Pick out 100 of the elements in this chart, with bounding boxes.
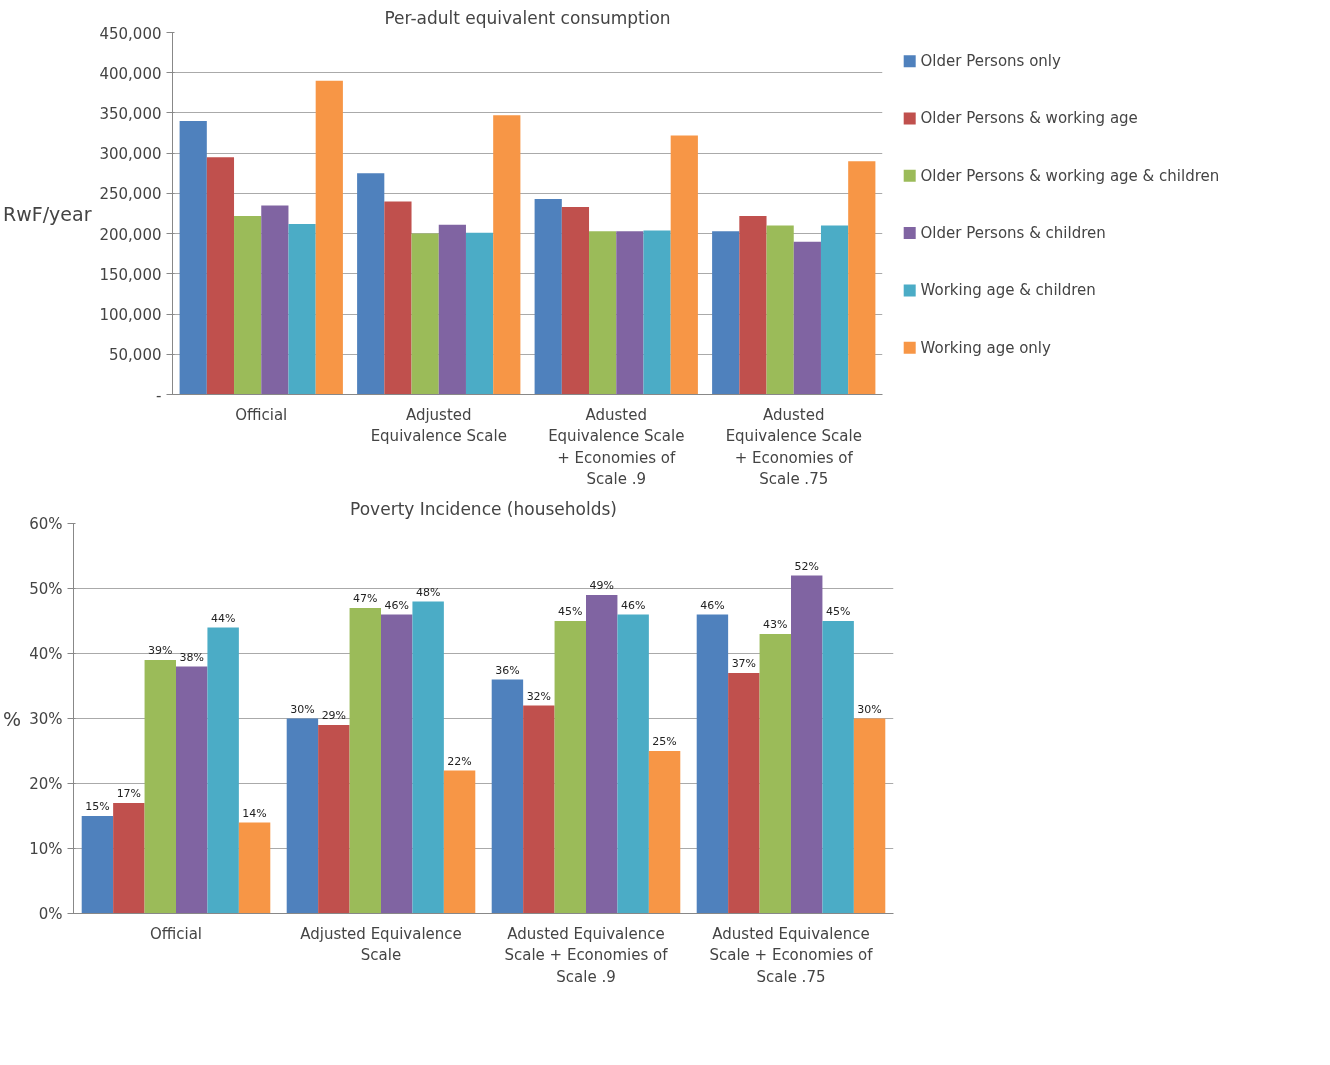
- data-label: 15%: [85, 800, 110, 813]
- y-tick-label: 40%: [29, 644, 63, 663]
- x-tick-label: Adusted Equivalence Scale + Economies of Scale .75: [709, 924, 874, 986]
- data-label: 38%: [179, 650, 204, 664]
- x-tick-label: Adusted Equivalence Scale + Economies of Scale .9: [504, 924, 669, 986]
- bar: [286, 718, 319, 914]
- data-label: 46%: [384, 598, 409, 612]
- bar: [238, 822, 271, 914]
- data-label: 14%: [242, 806, 267, 820]
- data-label: 36%: [495, 663, 520, 677]
- bar: [853, 718, 886, 914]
- data-label: 49%: [589, 579, 614, 592]
- bar: [384, 201, 412, 395]
- bar: [696, 614, 729, 914]
- bar: [759, 634, 791, 914]
- data-label: 45%: [558, 605, 583, 618]
- bar: [491, 679, 524, 914]
- bar: [443, 770, 476, 914]
- y-tick-label: 60%: [29, 514, 63, 533]
- y-tick-label: -: [156, 386, 162, 405]
- bar: [617, 614, 649, 914]
- bar: [670, 135, 698, 395]
- bar: [412, 601, 444, 914]
- y-tick-label: 350,000: [99, 104, 162, 123]
- legend-label: Working age & children: [920, 281, 1096, 300]
- y-tick-label: 10%: [29, 839, 63, 858]
- y-axis-title: RwF/year: [3, 202, 92, 225]
- chart-title: Per-adult equivalent consumption: [384, 7, 671, 28]
- bar: [113, 803, 145, 914]
- legend-label: Older Persons & working age & children: [920, 166, 1220, 185]
- bar: [381, 614, 413, 914]
- bar: [561, 207, 590, 395]
- data-label: 25%: [652, 735, 677, 748]
- bar: [176, 666, 208, 914]
- bar: [206, 157, 235, 395]
- bar: [712, 231, 740, 395]
- data-label: 39%: [148, 644, 173, 657]
- y-tick-label: 0%: [38, 904, 63, 923]
- data-label: 43%: [763, 618, 788, 631]
- bar: [589, 231, 617, 395]
- data-label: 47%: [353, 592, 378, 605]
- bar: [822, 621, 854, 914]
- x-tick-label: Adusted Equivalence Scale + Economies of Scale .9: [548, 405, 685, 489]
- y-tick-label: 150,000: [99, 265, 162, 284]
- data-label: 46%: [620, 598, 646, 612]
- y-tick-label: 50%: [29, 579, 63, 598]
- bar: [820, 225, 849, 395]
- bar: [438, 224, 466, 395]
- x-tick-label: Adusted Equivalence Scale + Economies of Scale .75: [725, 405, 862, 489]
- bar: [493, 115, 521, 395]
- legend-label: Working age only: [920, 338, 1052, 357]
- x-tick-label: Adjusted Equivalence Scale: [300, 924, 462, 965]
- bar: [648, 751, 681, 914]
- data-label: 30%: [290, 702, 315, 716]
- bar: [523, 705, 555, 914]
- bar: [288, 223, 316, 395]
- bar: [766, 225, 794, 395]
- data-label: 45%: [825, 605, 851, 618]
- data-label: 44%: [210, 611, 236, 625]
- data-label: 32%: [526, 689, 552, 703]
- y-tick-label: 100,000: [99, 306, 162, 325]
- data-label: 46%: [700, 598, 725, 612]
- chart-title: Poverty Incidence (households): [350, 498, 617, 519]
- y-tick-label: 300,000: [99, 145, 162, 164]
- bar: [349, 608, 381, 914]
- legend-label: Older Persons only: [920, 52, 1061, 71]
- data-label: 22%: [447, 754, 472, 768]
- bar: [207, 627, 239, 914]
- bar: [411, 233, 439, 395]
- bar: [81, 816, 114, 914]
- data-label: 29%: [321, 709, 347, 722]
- y-tick-label: 30%: [29, 709, 63, 728]
- data-label: 52%: [794, 559, 819, 573]
- bar: [318, 725, 350, 914]
- y-tick-label: 50,000: [109, 346, 162, 365]
- x-tick-label: Adjusted Equivalence Scale: [370, 405, 507, 446]
- bar: [739, 215, 767, 395]
- bar: [357, 173, 385, 395]
- y-tick-label: 20%: [29, 774, 63, 793]
- bar: [793, 241, 821, 395]
- data-label: 37%: [731, 657, 757, 670]
- legend-label: Older Persons & children: [920, 224, 1106, 243]
- bar: [534, 199, 562, 395]
- bar: [179, 120, 207, 395]
- bar: [554, 621, 586, 914]
- x-tick-label: Official: [235, 405, 288, 424]
- y-tick-label: 450,000: [99, 24, 162, 43]
- data-label: 30%: [857, 702, 882, 716]
- x-tick-label: Official: [149, 924, 203, 943]
- bar: [791, 575, 823, 914]
- y-tick-label: 250,000: [99, 185, 162, 204]
- bar: [616, 231, 644, 395]
- bar: [643, 230, 671, 395]
- y-tick-label: 400,000: [99, 64, 162, 83]
- bar: [315, 80, 343, 395]
- data-label: 17%: [116, 787, 142, 800]
- bar: [261, 205, 289, 395]
- y-tick-label: 200,000: [99, 225, 162, 244]
- y-axis-title: %: [3, 707, 22, 730]
- bar: [586, 595, 618, 914]
